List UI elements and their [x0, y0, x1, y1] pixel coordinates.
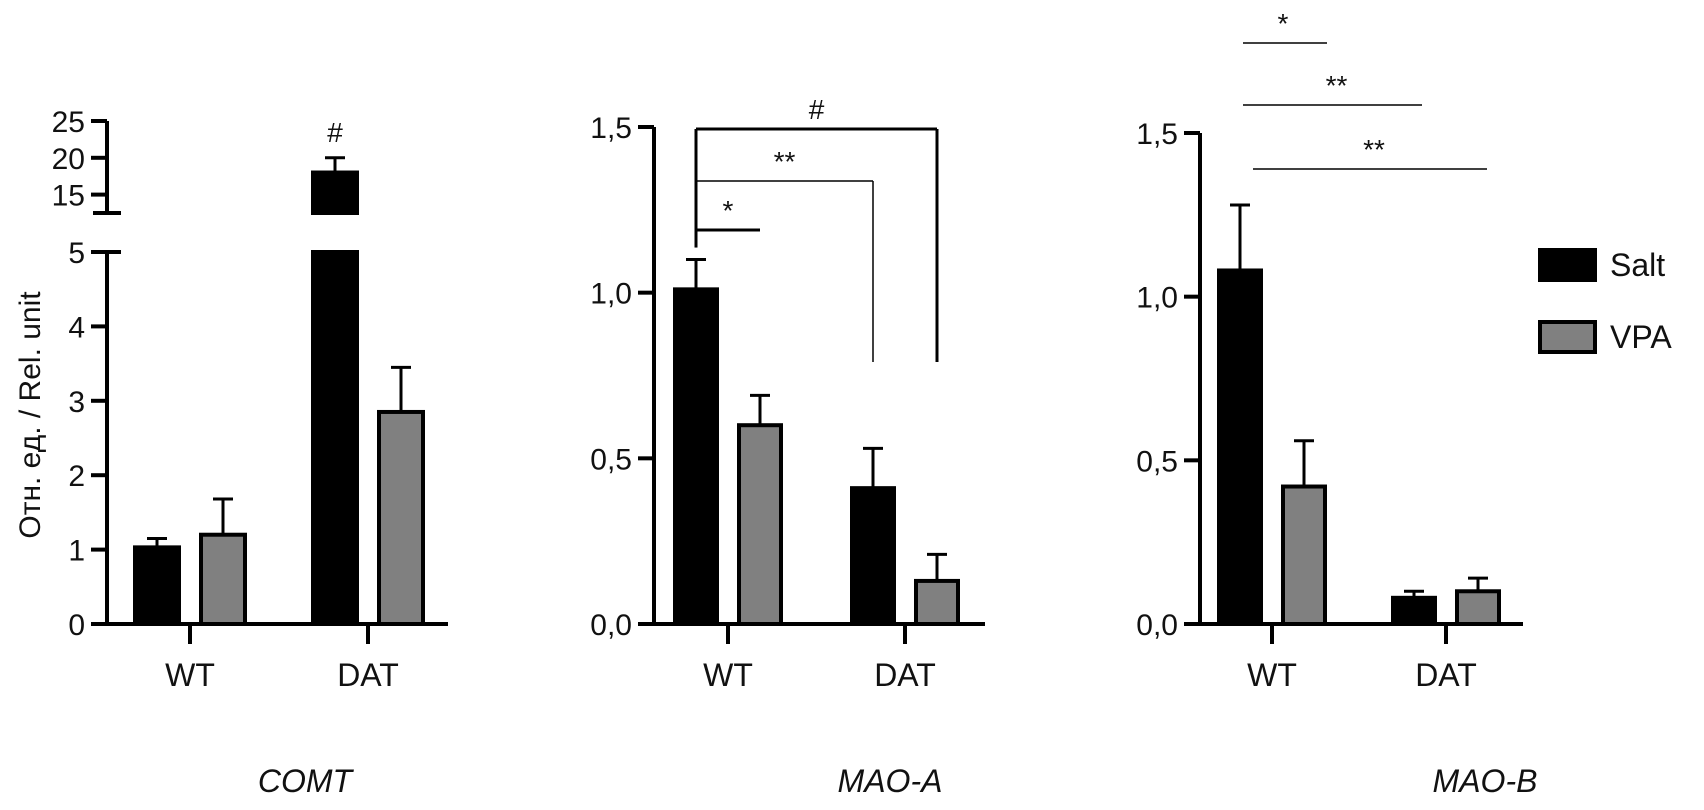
x-category-label: DAT [874, 657, 936, 693]
bar-vpa [1281, 484, 1327, 626]
significance-label: # [327, 117, 343, 148]
y-axis-label: Отн. ед. / Rel. unit [14, 291, 47, 539]
x-category-label: DAT [1415, 657, 1477, 693]
panel-title-mao-b: MAO-B [1433, 763, 1538, 799]
bar-vpa [377, 409, 425, 626]
panel-mao-b: 0,00,51,01,5WT DAT***** [1136, 8, 1523, 693]
significance-label: ** [774, 146, 796, 177]
x-category-label: WT [703, 657, 753, 693]
bar-vpa [199, 532, 247, 626]
significance-label: ** [1326, 70, 1348, 101]
legend-label-vpa: VPA [1610, 319, 1672, 355]
y-tick-label: 4 [68, 311, 85, 344]
panel-title-comt: COMT [258, 763, 355, 799]
legend-swatch-salt [1538, 248, 1597, 282]
bar-salt-upper [311, 170, 359, 216]
x-category-label: WT [165, 657, 215, 693]
panel-title-mao-a: MAO-A [838, 763, 943, 799]
y-tick-label: 25 [52, 106, 85, 139]
x-category-label: DAT [337, 657, 399, 693]
significance-label: # [809, 94, 825, 125]
bar-salt [311, 250, 359, 626]
legend: Salt VPA [1538, 247, 1672, 355]
panel-mao-a: 0,00,51,01,5WT DAT***# [590, 94, 985, 693]
bar-salt [1391, 595, 1437, 627]
bar-salt [850, 486, 896, 626]
y-tick-label: 1,5 [590, 112, 632, 145]
bar-vpa [737, 423, 783, 627]
panel-comt: 0 1 2 3 4 5 15 20 25 WT DAT # [52, 106, 448, 693]
y-tick-label: 3 [68, 386, 85, 419]
bar-vpa [914, 578, 960, 627]
y-tick-label: 2 [68, 460, 85, 493]
bar-salt [1217, 268, 1263, 626]
legend-swatch-vpa [1538, 320, 1597, 354]
y-tick-label: 0,0 [1136, 609, 1178, 642]
y-tick-label: 0,5 [1136, 445, 1178, 478]
y-tick-label: 1,0 [590, 278, 632, 311]
y-tick-label: 1,5 [1136, 118, 1178, 151]
bar-vpa [1455, 589, 1501, 626]
y-tick-label: 5 [68, 237, 85, 270]
y-tick-label: 0,0 [590, 609, 632, 642]
y-tick-label: 20 [52, 143, 85, 176]
significance-label: * [1278, 8, 1289, 39]
legend-label-salt: Salt [1610, 247, 1665, 283]
y-tick-label: 15 [52, 180, 85, 213]
y-tick-label: 0,5 [590, 443, 632, 476]
y-tick-label: 1 [68, 535, 85, 568]
y-tick-label: 1,0 [1136, 282, 1178, 315]
significance-label: * [723, 195, 734, 226]
significance-label: ** [1363, 134, 1385, 165]
bar-salt [133, 545, 181, 626]
y-tick-label: 0 [68, 609, 85, 642]
x-category-label: WT [1247, 657, 1297, 693]
bar-salt [673, 287, 719, 626]
